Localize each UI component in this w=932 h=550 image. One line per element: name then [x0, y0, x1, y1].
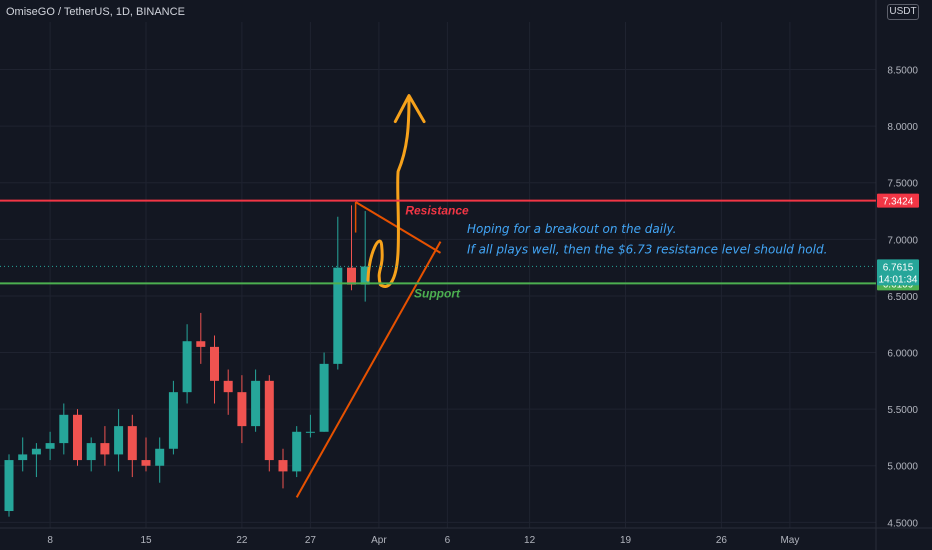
candle — [141, 437, 151, 472]
candle-body — [18, 454, 28, 461]
currency-button[interactable]: USDT — [887, 4, 919, 20]
candles — [4, 205, 370, 517]
badge-bg — [877, 193, 919, 208]
x-tick-label: May — [780, 535, 799, 546]
candle-body — [31, 448, 41, 455]
candle-body — [86, 443, 96, 461]
candle-body — [223, 380, 233, 393]
y-tick-label: 5.0000 — [887, 462, 918, 473]
last-price-text: 6.7615 — [883, 262, 914, 273]
price-axis-labels: 4.5000 5.0000 5.5000 6.0000 6.5000 7.0000 7.50… — [887, 66, 918, 530]
badge-text: 7.3424 — [883, 197, 914, 208]
levels: Resistance Support — [0, 199, 876, 300]
candle-body — [114, 426, 124, 455]
annotation-note: Hoping for a breakout on the daily. — [467, 222, 676, 236]
candle-body — [4, 460, 14, 512]
candle — [292, 426, 302, 478]
y-tick-label: 8.5000 — [887, 66, 918, 77]
candle — [264, 375, 274, 472]
y-tick-label: 4.5000 — [887, 518, 918, 529]
candle — [237, 375, 247, 444]
y-tick-label: 5.5000 — [887, 405, 918, 416]
x-tick-label: 12 — [524, 535, 536, 546]
badge-bg — [877, 259, 919, 286]
candle — [73, 409, 82, 466]
candle — [196, 312, 206, 364]
candle-body — [333, 267, 343, 364]
x-tick-label: Apr — [371, 535, 387, 546]
y-tick-label: 7.0000 — [887, 235, 918, 246]
candle — [45, 431, 55, 461]
x-tick-label: 8 — [47, 535, 53, 546]
annotation-note: If all plays well, then the $6.73 resist… — [467, 243, 827, 257]
time-axis-labels: 8 15 22 27 Apr 6 12 19 26 May — [47, 535, 799, 546]
candle-body — [360, 266, 370, 285]
candle — [114, 409, 124, 472]
candle-body — [100, 443, 110, 455]
candle-body — [347, 267, 356, 285]
candle-body — [59, 414, 69, 444]
x-tick-label: 19 — [620, 535, 632, 546]
candle-body — [251, 380, 261, 427]
x-tick-label: 26 — [716, 535, 728, 546]
arrow-head-icon — [393, 94, 426, 124]
y-tick-label: 6.5000 — [887, 292, 918, 303]
candle-body — [305, 431, 315, 433]
candle — [86, 437, 96, 472]
x-tick-label: 15 — [140, 535, 152, 546]
y-tick-label: 7.5000 — [887, 179, 918, 190]
x-tick-label: 22 — [236, 535, 248, 546]
candle-body — [155, 448, 165, 466]
support-label: Support — [414, 286, 461, 300]
candle — [278, 448, 288, 489]
candle — [127, 414, 137, 478]
symbol-title: OmiseGO / TetherUS, 1D, BINANCE — [6, 6, 185, 18]
candle — [31, 443, 41, 478]
candle — [168, 380, 178, 455]
candle-body — [292, 431, 302, 472]
candle-body — [45, 443, 55, 449]
candle — [100, 426, 110, 466]
y-tick-label: 6.0000 — [887, 349, 918, 360]
candle — [251, 369, 261, 432]
candle — [4, 454, 14, 517]
annotations: Hoping for a breakout on the daily. If al… — [467, 222, 827, 256]
candle-body — [141, 460, 151, 466]
candle — [305, 414, 315, 438]
y-tick-label: 8.0000 — [887, 122, 918, 133]
candle-body — [168, 392, 178, 449]
candle-body — [127, 426, 137, 461]
candle — [18, 437, 28, 472]
countdown-text: 14:01:34 — [879, 274, 918, 285]
candle — [333, 216, 343, 370]
candle-body — [278, 460, 288, 472]
candle-body — [264, 380, 274, 461]
candle — [155, 437, 165, 483]
resistance-label: Resistance — [405, 204, 469, 218]
candle-body — [319, 363, 329, 432]
candle — [223, 369, 233, 415]
x-tick-label: 27 — [305, 535, 317, 546]
x-tick-label: 6 — [445, 535, 451, 546]
candle — [360, 211, 370, 302]
candle-body — [182, 341, 192, 393]
resistance-price-badge: 7.3424 — [877, 193, 919, 208]
projected-path — [366, 96, 411, 288]
candle — [59, 403, 69, 455]
candle-body — [210, 346, 219, 381]
candle — [347, 205, 356, 291]
candle-body — [196, 341, 206, 347]
candle-body — [73, 414, 82, 461]
candle-body — [237, 392, 247, 427]
candle — [210, 335, 219, 404]
candle — [319, 352, 329, 432]
candle — [182, 324, 192, 404]
